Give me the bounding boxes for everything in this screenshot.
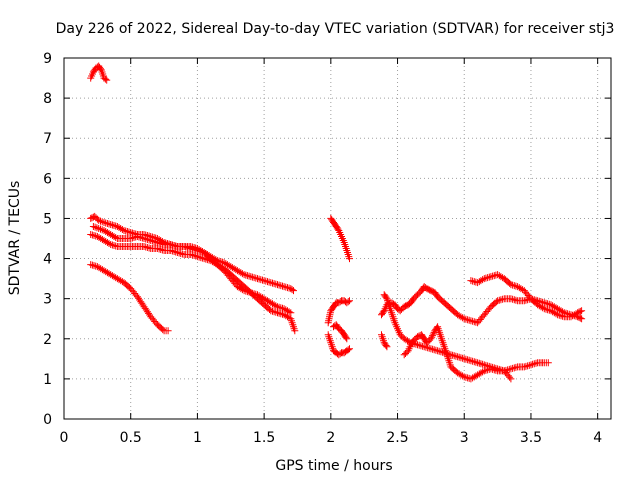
y-tick-label: 7 xyxy=(43,131,52,147)
series-arc-6 xyxy=(327,214,353,263)
y-tick-label: 3 xyxy=(43,292,52,308)
x-tick-label: 0.5 xyxy=(120,430,142,446)
data-points xyxy=(400,323,552,383)
x-tick-label: 1.5 xyxy=(253,430,275,446)
x-tick-label: 3.5 xyxy=(520,430,542,446)
data-points xyxy=(87,62,111,84)
data-points xyxy=(467,271,586,321)
data-points xyxy=(87,261,172,335)
y-tick-label: 1 xyxy=(43,372,52,388)
data-points xyxy=(327,214,353,263)
series-arc-4 xyxy=(89,223,295,317)
series-arc-14 xyxy=(400,323,552,383)
y-tick-label: 4 xyxy=(43,252,52,268)
chart-title: Day 226 of 2022, Sidereal Day-to-day VTE… xyxy=(56,21,615,37)
x-axis-label: GPS time / hours xyxy=(275,458,392,474)
series-arc-11 xyxy=(467,271,586,321)
series-arc-13 xyxy=(378,331,391,351)
y-tick-label: 8 xyxy=(43,91,52,107)
series-arc-7 xyxy=(324,297,353,327)
series-arc-1 xyxy=(87,62,111,84)
y-axis-label: SDTVAR / TECUs xyxy=(7,181,23,296)
series-arc-5 xyxy=(87,261,172,335)
x-tick-label: 2 xyxy=(326,430,335,446)
plot-frame xyxy=(63,57,612,420)
y-tick-label: 6 xyxy=(43,171,52,187)
series-arc-8 xyxy=(324,331,353,359)
x-tick-label: 4 xyxy=(593,430,602,446)
data-points xyxy=(324,331,353,359)
data-points xyxy=(378,331,391,351)
x-tick-label: 1 xyxy=(193,430,202,446)
data-points xyxy=(324,297,353,327)
x-tick-label: 0 xyxy=(60,430,69,446)
y-tick-label: 9 xyxy=(43,51,52,67)
y-tick-label: 5 xyxy=(43,211,52,227)
data-points xyxy=(378,283,586,327)
x-tick-label: 3 xyxy=(460,430,469,446)
y-tick-label: 2 xyxy=(43,332,52,348)
x-tick-label: 2.5 xyxy=(386,430,408,446)
y-tick-label: 0 xyxy=(43,412,52,428)
data-points xyxy=(330,321,351,343)
series-arc-9 xyxy=(330,321,351,343)
data-points xyxy=(89,223,295,317)
series-arc-10 xyxy=(378,283,586,327)
